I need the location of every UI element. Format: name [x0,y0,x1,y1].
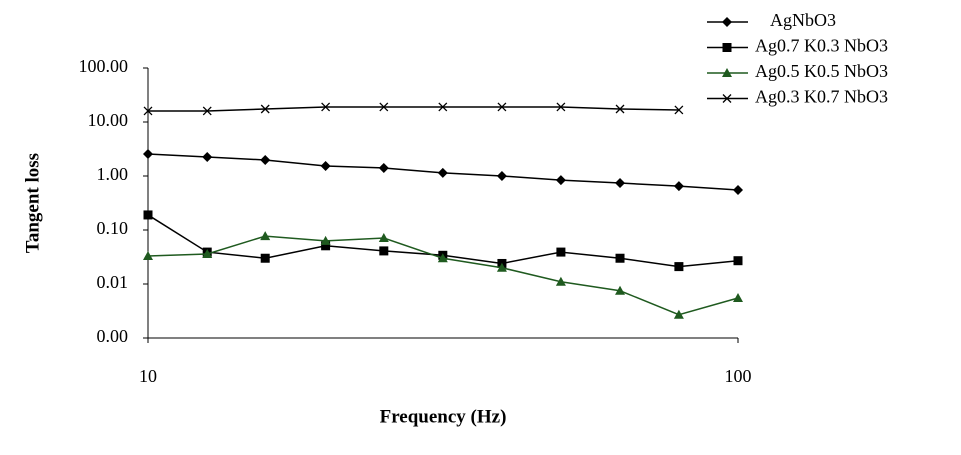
marker [496,171,507,181]
marker [437,167,448,178]
marker [722,68,732,77]
marker [615,104,625,114]
x-axis-title: Frequency (Hz) [380,406,507,427]
marker [260,253,270,263]
marker [378,162,389,173]
marker [733,185,743,196]
marker [438,102,448,112]
x-tick-label: 10 [139,366,157,386]
marker [674,105,684,115]
marker [320,161,331,172]
marker [674,262,684,272]
series-line [147,235,739,316]
y-tick-label: 10.00 [88,110,129,130]
legend-label: Ag0.7 K0.3 NbO3 [755,36,888,56]
marker [143,149,153,160]
marker [733,256,743,266]
marker [615,285,626,295]
marker [202,106,212,116]
marker [673,309,684,319]
y-tick-label: 0.00 [97,326,129,346]
legend-label: AgNbO3 [770,10,836,30]
marker [379,102,389,112]
marker [143,106,153,116]
marker [497,102,507,112]
marker [556,102,566,112]
marker [437,253,448,263]
legend-label: Ag0.5 K0.5 NbO3 [755,61,888,81]
marker [556,247,566,257]
x-tick-label: 100 [725,366,752,386]
y-tick-label: 0.01 [97,272,129,292]
marker [496,262,507,272]
marker [260,231,271,241]
marker [260,154,271,165]
y-tick-label: 0.10 [97,218,129,238]
marker [733,293,743,303]
marker [615,253,625,263]
marker [202,248,213,258]
y-axis-title: Tangent loss [22,153,43,253]
marker [722,43,732,52]
marker [378,233,389,243]
marker [722,17,732,27]
marker [321,241,331,251]
legend-label: Ag0.3 K0.7 NbO3 [755,87,888,107]
marker [320,235,331,245]
marker [722,94,732,103]
marker [143,210,153,220]
marker [143,251,153,261]
y-tick-label: 100.00 [79,56,129,76]
y-tick-label: 1.00 [97,164,129,184]
marker [379,246,389,256]
series-line [148,106,679,112]
marker [321,102,331,112]
marker [673,181,684,192]
marker [555,276,566,286]
marker [615,178,626,189]
marker [202,151,213,162]
marker [260,104,270,114]
marker [555,175,566,186]
